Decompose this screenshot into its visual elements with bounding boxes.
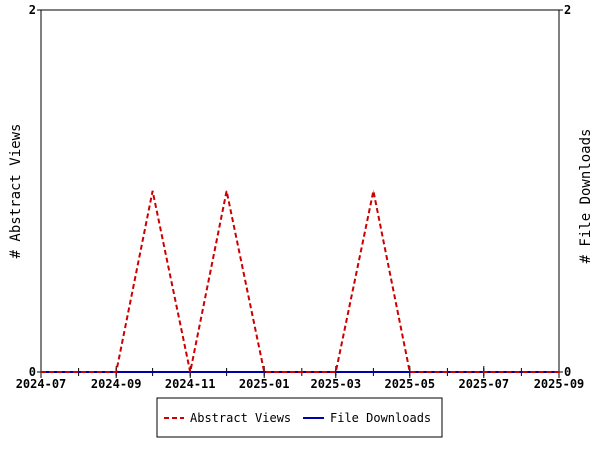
data-point bbox=[189, 371, 191, 373]
data-point bbox=[152, 190, 154, 192]
x-tick-label: 2024-09 bbox=[91, 377, 142, 391]
data-point bbox=[446, 371, 448, 373]
data-point bbox=[335, 371, 337, 373]
data-point bbox=[115, 371, 117, 373]
data-point bbox=[520, 371, 522, 373]
data-point bbox=[483, 371, 485, 373]
y-tick-label: 0 bbox=[29, 365, 36, 379]
y-axis-label: # Abstract Views bbox=[8, 124, 24, 259]
plot-area bbox=[40, 9, 560, 373]
y-tick-label: 2 bbox=[29, 3, 36, 17]
data-point bbox=[372, 371, 374, 373]
y2-tick-label: 0 bbox=[564, 365, 571, 379]
data-point bbox=[409, 371, 411, 373]
legend-label-file-downloads: File Downloads bbox=[330, 411, 431, 425]
x-tick-label: 2025-03 bbox=[310, 377, 361, 391]
data-point bbox=[372, 190, 374, 192]
x-tick-label: 2025-01 bbox=[239, 377, 290, 391]
data-point bbox=[558, 371, 560, 373]
x-tick-label: 2025-05 bbox=[384, 377, 435, 391]
x-tick-label: 2025-09 bbox=[534, 377, 585, 391]
data-point bbox=[263, 371, 265, 373]
data-point bbox=[226, 190, 228, 192]
data-point bbox=[152, 371, 154, 373]
data-point bbox=[40, 371, 42, 373]
x-tick-label: 2024-07 bbox=[16, 377, 67, 391]
y2-tick-label: 2 bbox=[564, 3, 571, 17]
y2-axis-label: # File Downloads bbox=[578, 129, 594, 264]
data-point bbox=[78, 371, 80, 373]
x-tick-label: 2024-11 bbox=[165, 377, 216, 391]
legend-label-abstract-views: Abstract Views bbox=[190, 411, 291, 425]
x-tick-label: 2025-07 bbox=[458, 377, 509, 391]
data-point bbox=[301, 371, 303, 373]
data-point bbox=[226, 371, 228, 373]
legend: Abstract Views File Downloads bbox=[156, 397, 443, 438]
